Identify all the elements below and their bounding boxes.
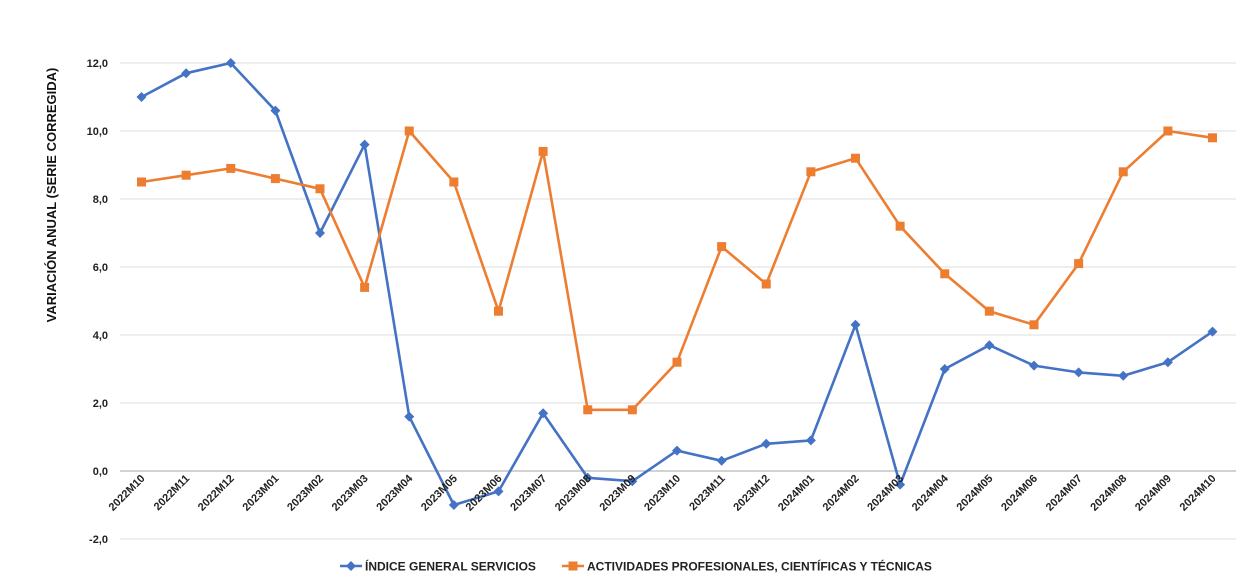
legend-marker (346, 561, 356, 571)
x-tick-label: 2024M09 (1133, 473, 1174, 514)
data-point (359, 139, 370, 150)
data-point (315, 228, 325, 238)
data-point (270, 174, 280, 184)
data-point (225, 58, 236, 68)
data-point (1073, 367, 1084, 378)
data-point (404, 126, 414, 136)
x-axis-ticks: 2022M10 2022M11 2022M12 2023M01 2023M02 2023M… (107, 472, 1219, 514)
data-point (181, 170, 191, 180)
data-point (895, 221, 905, 231)
x-tick-label: 2024M07 (1044, 473, 1085, 514)
x-tick-label: 2024M02 (821, 473, 862, 514)
legend: ÍNDICE GENERAL SERVICIOS ACTIVIDADES PROF… (340, 559, 932, 574)
legend-marker (568, 561, 578, 571)
data-point (1207, 326, 1218, 337)
x-tick-label: 2023M04 (374, 472, 416, 514)
y-tick-label: 6,0 (93, 262, 108, 274)
data-point (1163, 126, 1173, 136)
legend-label: ÍNDICE GENERAL SERVICIOS (365, 559, 536, 574)
x-tick-label: 2024M01 (776, 473, 817, 514)
data-point (181, 68, 192, 79)
data-point (136, 92, 147, 102)
y-tick-label: 12,0 (87, 58, 108, 70)
x-tick-label: 2022M11 (152, 473, 192, 513)
data-point (1162, 357, 1173, 368)
x-tick-label: 2023M07 (508, 473, 549, 514)
legend-label: ACTIVIDADES PROFESIONALES, CIENTÍFICAS Y… (587, 559, 932, 574)
series-line (140, 61, 1214, 507)
data-point (895, 479, 906, 490)
x-tick-label: 2023M11 (687, 473, 727, 513)
data-point (627, 405, 637, 415)
data-point (582, 472, 593, 483)
x-tick-label: 2023M10 (642, 473, 683, 514)
data-point (404, 411, 415, 422)
y-axis-ticks: -2,0 0,0 2,0 4,0 6,0 8,0 10,0 12,0 (87, 58, 108, 546)
x-tick-label: 2024M05 (955, 473, 996, 514)
series-2 (137, 126, 1217, 415)
data-point (984, 340, 995, 351)
x-tick-label: 2024M03 (865, 473, 906, 514)
data-point (493, 486, 504, 497)
data-point (716, 455, 727, 466)
data-point (761, 279, 771, 289)
data-point (583, 405, 593, 415)
data-point (538, 408, 549, 419)
data-point (448, 500, 459, 510)
y-tick-label: 4,0 (93, 330, 108, 342)
data-point (1029, 320, 1039, 330)
data-point (1208, 133, 1217, 143)
data-point (270, 105, 281, 116)
data-point (1029, 360, 1039, 371)
y-tick-label: 0,0 (93, 466, 108, 478)
y-tick-label: 10,0 (87, 126, 108, 138)
x-tick-label: 2024M10 (1178, 473, 1219, 514)
legend-item: ACTIVIDADES PROFESIONALES, CIENTÍFICAS Y… (562, 559, 932, 574)
y-tick-label: 2,0 (93, 398, 108, 410)
data-point (805, 435, 816, 446)
x-tick-label: 2023M02 (285, 473, 326, 514)
data-point (627, 476, 638, 487)
x-tick-label: 2024M06 (999, 473, 1040, 514)
series-group (136, 58, 1218, 510)
x-tick-label: 2022M10 (107, 473, 148, 514)
data-point (360, 282, 370, 292)
legend-item: ÍNDICE GENERAL SERVICIOS (340, 559, 536, 574)
data-point (984, 306, 994, 316)
x-tick-label: 2023M01 (241, 473, 282, 514)
data-point (1118, 167, 1128, 177)
data-point (1118, 370, 1129, 381)
gridlines (120, 62, 1236, 540)
data-point (1074, 259, 1084, 269)
data-point (538, 146, 548, 156)
x-tick-label: 2024M04 (910, 472, 952, 514)
x-tick-label: 2023M03 (330, 473, 371, 514)
x-tick-label: 2023M12 (731, 473, 772, 514)
data-point (761, 438, 772, 449)
y-tick-label: 8,0 (93, 194, 108, 206)
data-point (672, 445, 682, 456)
data-point (717, 242, 727, 252)
y-tick-label: -2,0 (89, 534, 108, 546)
data-point (850, 319, 861, 330)
data-point (851, 153, 860, 163)
data-point (806, 167, 816, 177)
x-tick-label: 2022M12 (196, 473, 237, 514)
data-point (940, 269, 950, 279)
x-tick-label: 2023M08 (553, 473, 594, 514)
data-point (226, 163, 236, 173)
y-axis-label: VARIACIÓN ANUAL (SERIE CORREGIDA) (44, 68, 59, 323)
data-point (672, 357, 682, 367)
series-1 (136, 58, 1218, 510)
data-point (939, 364, 950, 374)
x-tick-label: 2024M08 (1088, 473, 1129, 514)
data-point (494, 306, 503, 316)
data-point (315, 184, 325, 194)
data-point (449, 177, 459, 187)
data-point (137, 177, 146, 187)
